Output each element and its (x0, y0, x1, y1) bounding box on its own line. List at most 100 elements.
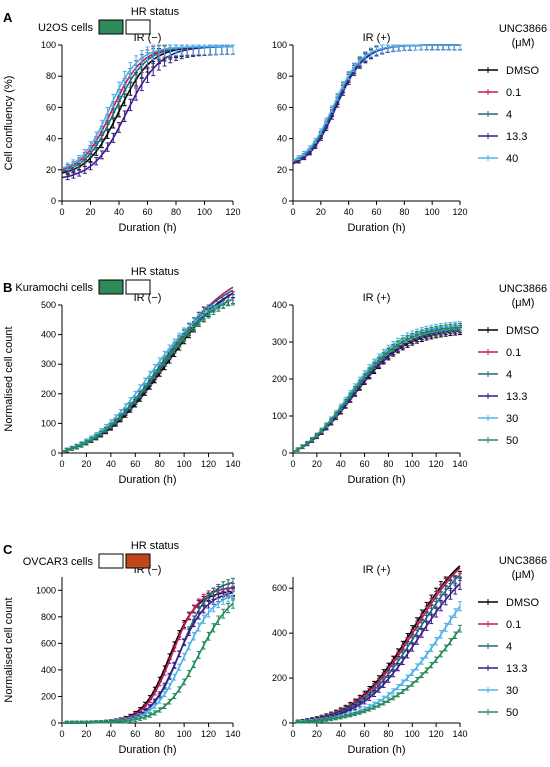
y-axis-label: Cell confluency (%) (3, 76, 15, 171)
y-tick-label: 400 (41, 665, 56, 675)
x-tick-label: 120 (429, 729, 444, 739)
series-line (61, 298, 234, 453)
legend-entry: 4 (478, 369, 512, 381)
x-tick-label: 20 (85, 207, 95, 217)
y-tick-label: 400 (41, 330, 56, 340)
y-tick-label: 0 (51, 718, 56, 728)
x-tick-label: 20 (81, 729, 91, 739)
x-tick-label: 80 (399, 207, 409, 217)
series-0.1 (292, 44, 462, 165)
x-tick-label: 0 (59, 459, 64, 469)
y-tick-label: 100 (272, 40, 287, 50)
series-line (292, 44, 460, 165)
x-tick-label: 20 (312, 729, 322, 739)
hr-status-title: HR status (131, 540, 180, 552)
series-40 (292, 44, 462, 162)
x-tick-label: 100 (405, 459, 420, 469)
y-tick-label: 80 (277, 71, 287, 81)
legend-entry: 30 (478, 685, 518, 697)
x-tick-label: 60 (360, 459, 370, 469)
hr-status-box (98, 19, 124, 35)
y-tick-label: 20 (46, 165, 56, 175)
series-50 (292, 323, 462, 453)
legend-label: 30 (506, 685, 518, 697)
x-axis-label: Duration (h) (347, 474, 405, 486)
y-tick-label: 100 (41, 418, 56, 428)
legend-title: (μM) (512, 37, 535, 49)
y-tick-label: 60 (46, 102, 56, 112)
y-tick-label: 400 (272, 300, 287, 310)
legend-entry: DMSO (478, 325, 539, 337)
legend-entry: 4 (478, 641, 512, 653)
panel-C: C HR status OVCAR3 cells UNC3866 (μM) DMSO 0.1… (3, 540, 547, 719)
legend-label: DMSO (506, 65, 539, 77)
legend-entry: DMSO (478, 65, 539, 77)
series-4 (292, 44, 462, 163)
y-tick-label: 600 (41, 638, 56, 648)
y-tick-label: 0 (282, 448, 287, 458)
series-13.3 (292, 44, 462, 165)
series-line (62, 602, 234, 724)
x-tick-label: 20 (316, 207, 326, 217)
y-tick-label: 200 (41, 389, 56, 399)
series-line (292, 44, 460, 163)
legend-entry: 0.1 (478, 619, 521, 631)
y-tick-label: 0 (51, 196, 56, 206)
x-tick-label: 120 (201, 729, 216, 739)
legend-label: 0.1 (506, 619, 521, 631)
x-tick-label: 40 (106, 729, 116, 739)
legend-entry: 13.3 (478, 131, 527, 143)
series-DMSO (292, 44, 462, 165)
series-line (292, 628, 461, 724)
chart-title: IR (+) (363, 292, 391, 304)
legend-entry: 50 (478, 435, 518, 447)
cell-line-label: Kuramochi cells (15, 282, 93, 294)
panel-letter: C (3, 542, 13, 557)
hr-status-box (125, 19, 151, 35)
legend-label: 50 (506, 435, 518, 447)
series-line (61, 298, 234, 453)
x-axis-label: Duration (h) (118, 222, 176, 234)
hr-status-title: HR status (131, 6, 180, 18)
legend-entry: 0.1 (478, 87, 521, 99)
panel-letter: B (3, 280, 12, 295)
y-tick-label: 0 (282, 196, 287, 206)
legend-label: 30 (506, 413, 518, 425)
x-tick-label: 0 (290, 729, 295, 739)
x-tick-label: 140 (452, 729, 467, 739)
y-tick-label: 200 (272, 374, 287, 384)
x-tick-label: 40 (336, 459, 346, 469)
x-tick-label: 40 (344, 207, 354, 217)
series-50 (62, 598, 235, 724)
chart-title: IR (−) (134, 32, 162, 44)
y-axis-label: Normalised cell count (3, 326, 15, 431)
legend-entry: 13.3 (478, 663, 527, 675)
hr-status-box (98, 553, 124, 569)
x-tick-label: 100 (197, 207, 212, 217)
y-tick-label: 400 (272, 628, 287, 638)
legend-label: 13.3 (506, 663, 527, 675)
legend-label: 50 (506, 707, 518, 719)
x-tick-label: 80 (383, 459, 393, 469)
legend-label: 0.1 (506, 87, 521, 99)
legend-label: 4 (506, 641, 512, 653)
x-tick-label: 0 (290, 207, 295, 217)
legend-title: UNC3866 (499, 283, 547, 295)
series-40 (61, 44, 235, 170)
chart-B-right: 0 20 40 60 80 100 120 140 0 100 200 300 400 IR (+) Dur… (272, 292, 468, 486)
panel-B: B HR status Kuramochi cells UNC3866 (μM) DMSO… (3, 266, 547, 447)
legend-title: UNC3866 (499, 23, 547, 35)
series-50 (61, 298, 235, 453)
series-line (292, 44, 460, 165)
series-50 (292, 624, 462, 724)
legend-label: DMSO (506, 325, 539, 337)
y-axis-label: Normalised cell count (3, 597, 15, 702)
legend-title: (μM) (512, 297, 535, 309)
legend-entry: 40 (478, 153, 518, 165)
chart-title: IR (−) (134, 292, 162, 304)
hr-status-box (98, 279, 124, 295)
x-tick-label: 120 (201, 459, 216, 469)
hr-status-box (125, 553, 151, 569)
